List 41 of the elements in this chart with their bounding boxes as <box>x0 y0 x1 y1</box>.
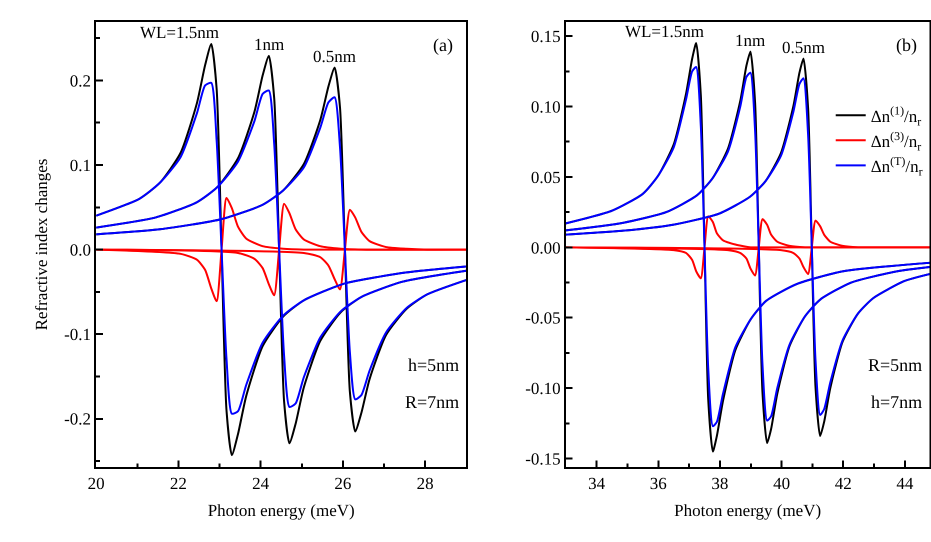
legend-label: Δn$^{(T)}$/n$_{r}$ <box>870 154 923 179</box>
x-tick-label: 36 <box>650 474 667 494</box>
annotation: WL=1.5nm <box>625 22 704 41</box>
y-tick-label: 0.05 <box>530 168 561 187</box>
annotation: h=5nm <box>408 355 460 375</box>
y-tick-label: 0.1 <box>70 156 91 175</box>
annotation: R=5nm <box>868 355 922 375</box>
y-tick-label: -0.05 <box>525 308 561 328</box>
x-tick-label: 40 <box>773 474 790 494</box>
x-tick-label: 26 <box>334 474 352 494</box>
x-tick-label: 44 <box>896 474 914 494</box>
x-tick-label: 28 <box>416 474 434 494</box>
x-axis-title: Photon energy (meV) <box>674 501 822 520</box>
annotation: R=7nm <box>405 392 460 412</box>
annotation: h=7nm <box>871 392 922 412</box>
y-tick-label: -0.2 <box>64 410 91 429</box>
annotation: (a) <box>433 35 453 55</box>
y-tick-label: 0.10 <box>530 97 561 116</box>
annotation: 1nm <box>735 31 766 50</box>
annotation: 0.5nm <box>313 47 356 66</box>
y-tick-label: -0.15 <box>525 450 561 468</box>
y-tick-label: -0.1 <box>64 325 91 344</box>
annotation: 0.5nm <box>782 38 825 57</box>
y-tick-label: 0.00 <box>530 238 561 258</box>
annotation: 1nm <box>254 35 284 54</box>
annotation: WL=1.5nm <box>140 23 219 42</box>
legend-label: Δn$^{(1)}$/n$_{r}$ <box>870 104 922 128</box>
y-tick-label: 0.0 <box>70 240 91 260</box>
y-tick-label: 0.15 <box>530 27 561 46</box>
x-tick-label: 22 <box>170 474 187 494</box>
y-tick-label: 0.2 <box>70 71 91 90</box>
x-tick-label: 20 <box>88 474 105 494</box>
x-tick-label: 24 <box>252 474 270 494</box>
y-tick-label: -0.10 <box>525 379 561 398</box>
x-axis-title: Photon energy (meV) <box>208 501 355 520</box>
y-axis-title: Refractive index changes <box>32 158 52 330</box>
x-tick-label: 34 <box>588 474 606 494</box>
x-tick-label: 42 <box>834 474 852 494</box>
annotation: (b) <box>896 35 917 55</box>
x-tick-label: 38 <box>711 474 728 494</box>
legend-label: Δn$^{(3)}$/n$_{r}$ <box>870 128 922 154</box>
